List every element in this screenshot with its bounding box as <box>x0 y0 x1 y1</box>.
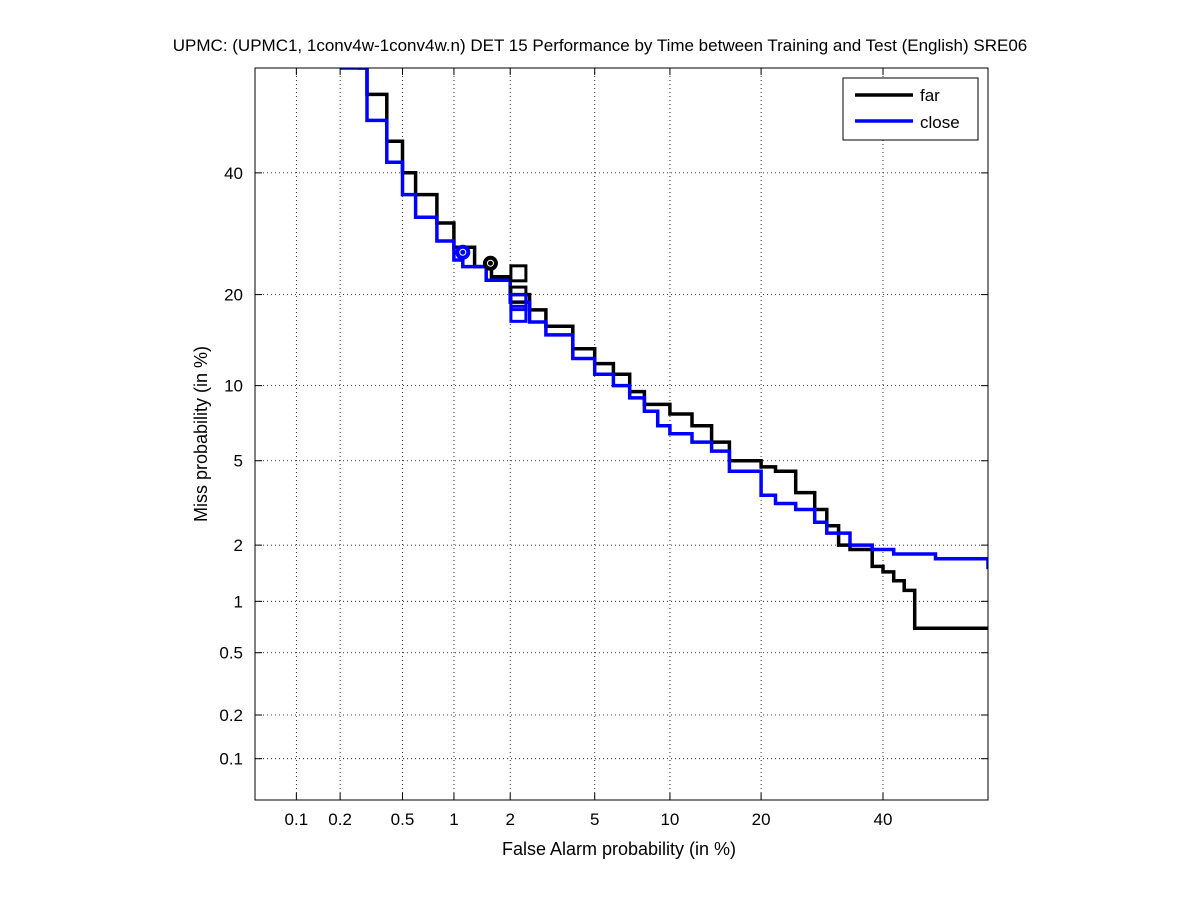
y-tick-label: 40 <box>224 164 243 183</box>
series-layer <box>340 68 988 631</box>
marker-circle-inner-close <box>459 248 467 256</box>
series-line-far <box>357 68 988 631</box>
grid <box>255 68 988 800</box>
marker-square-close <box>509 293 528 312</box>
marker-circle-close <box>455 244 471 260</box>
marker-circle-inner-far <box>486 259 494 267</box>
y-ticks: 0.1 0.2 0.5 1 2 5 10 20 40 <box>219 164 988 769</box>
marker-square-close <box>509 304 528 323</box>
y-tick-label: 1 <box>234 592 243 611</box>
x-tick-label: 40 <box>874 810 893 829</box>
plot-frame <box>254 67 989 801</box>
x-axis-label: False Alarm probability (in %) <box>502 839 736 859</box>
y-tick-label: 20 <box>224 286 243 305</box>
x-tick-label: 2 <box>505 810 514 829</box>
chart-title: UPMC: (UPMC1, 1conv4w-1conv4w.n) DET 15 … <box>173 36 1027 55</box>
series-line-close <box>340 68 988 570</box>
legend-box <box>842 77 979 141</box>
x-tick-label: 20 <box>752 810 771 829</box>
x-tick-label: 5 <box>590 810 599 829</box>
legend-label-close: close <box>920 113 960 132</box>
x-tick-label: 0.5 <box>391 810 415 829</box>
y-tick-label: 0.2 <box>219 706 243 725</box>
x-tick-label: 1 <box>449 810 458 829</box>
y-tick-label: 0.5 <box>219 644 243 663</box>
legend: far close <box>842 77 979 141</box>
x-tick-label: 0.1 <box>285 810 309 829</box>
marker-layer <box>455 244 528 323</box>
x-tick-label: 0.2 <box>328 810 352 829</box>
y-tick-label: 10 <box>224 377 243 396</box>
legend-label-far: far <box>920 86 940 105</box>
y-axis-label: Miss probability (in %) <box>191 346 211 522</box>
x-tick-label: 10 <box>660 810 679 829</box>
x-ticks: 0.1 0.2 0.5 1 2 5 10 20 40 <box>285 68 893 829</box>
y-tick-label: 5 <box>234 452 243 471</box>
marker-circle-far <box>482 255 498 271</box>
y-tick-label: 0.1 <box>219 750 243 769</box>
y-tick-label: 2 <box>234 536 243 555</box>
marker-square-far <box>509 264 528 283</box>
